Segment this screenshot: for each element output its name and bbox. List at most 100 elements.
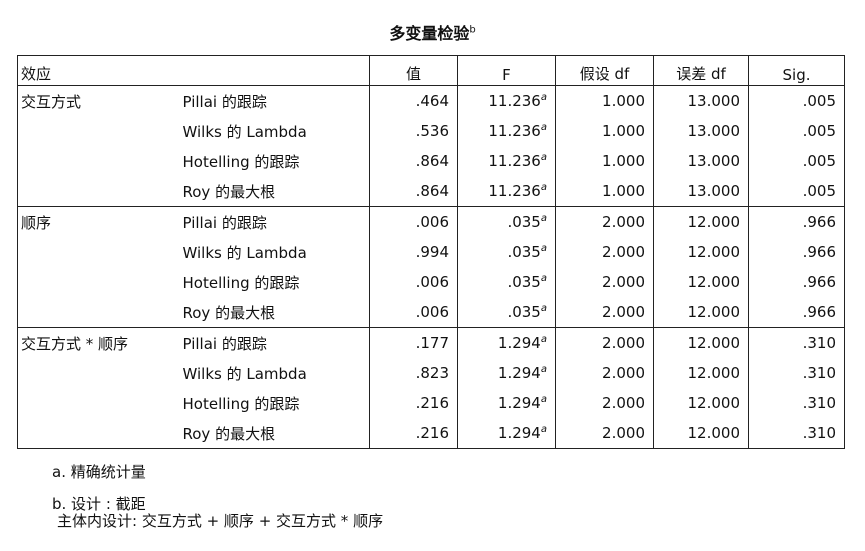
cell-value: .006 — [369, 297, 458, 328]
cell-value: .177 — [369, 327, 458, 358]
cell-hyp-df: 1.000 — [555, 116, 654, 146]
effect-label-empty — [18, 418, 175, 449]
cell-err-df: 12.000 — [653, 206, 749, 237]
f-footnote-mark: a — [540, 152, 547, 163]
cell-sig: .310 — [748, 327, 845, 358]
cell-sig: .966 — [748, 206, 845, 237]
test-name: Roy 的最大根 — [182, 182, 276, 201]
cell-hyp-df: 2.000 — [555, 358, 654, 388]
test-name: Roy 的最大根 — [182, 424, 276, 443]
cell-value: .864 — [369, 176, 458, 207]
cell-f: 1.294a — [457, 388, 556, 418]
effect-label-empty — [18, 358, 175, 388]
cell-f: 11.236a — [457, 176, 556, 207]
cell-hyp-df: 2.000 — [555, 327, 654, 358]
f-footnote-mark: a — [540, 303, 547, 314]
f-value: .035 — [507, 303, 541, 321]
cell-err-df: 13.000 — [653, 146, 749, 176]
table-title: 多变量检验b — [389, 24, 476, 43]
table-row: Roy 的最大根 .006.035a 2.000 12.000.966 — [18, 297, 845, 328]
cell-value: .823 — [369, 358, 458, 388]
f-footnote-mark: a — [540, 182, 547, 193]
cell-f: .035a — [457, 237, 556, 267]
cell-sig: .005 — [748, 116, 845, 146]
f-footnote-mark: a — [540, 213, 547, 224]
effect-label-empty — [18, 237, 175, 267]
cell-f: 11.236a — [457, 146, 556, 176]
multivariate-tests-table: 效应 值 F 假设 df 误差 df Sig. 交互方式 Pillai 的跟踪 .4… — [17, 55, 845, 449]
cell-f: 1.294a — [457, 358, 556, 388]
table-row: 交互方式 * 顺序 Pillai 的跟踪 .177 1.294a 2.000 12.000… — [17, 327, 845, 358]
cell-hyp-df: 2.000 — [555, 297, 654, 328]
cell-hyp-df: 2.000 — [555, 237, 654, 267]
cell-value: .216 — [369, 388, 458, 418]
f-footnote-mark: a — [540, 273, 547, 284]
cell-value: .536 — [369, 116, 458, 146]
cell-hyp-df: 1.000 — [555, 176, 654, 207]
cell-value: .006 — [369, 267, 458, 297]
test-name: Pillai 的跟踪 — [174, 206, 370, 237]
table-row: Wilks 的 Lambda .823 1.294a 2.000 12.000.310 — [18, 358, 845, 388]
cell-err-df: 12.000 — [653, 418, 749, 449]
f-value: 1.294 — [497, 424, 541, 442]
table-row: Roy 的最大根 .864 11.236a 1.000 13.000.005 — [18, 176, 845, 207]
table-row: 交互方式 Pillai 的跟踪 .464 11.236a 1.000 13.000.005 — [17, 85, 845, 116]
test-name: Pillai 的跟踪 — [174, 85, 370, 116]
cell-hyp-df: 1.000 — [555, 85, 654, 116]
cell-err-df: 12.000 — [653, 297, 749, 328]
col-header-value: 值 — [369, 55, 458, 86]
f-value: 11.236 — [488, 122, 541, 140]
table-row: 顺序 Pillai 的跟踪 .006.035a 2.000 12.000.966 — [17, 206, 845, 237]
f-value: 11.236 — [488, 152, 541, 170]
effect-label-empty — [18, 176, 175, 207]
cell-f: 11.236a — [457, 116, 556, 146]
effect-label: 交互方式 * 顺序 — [17, 327, 175, 358]
table-row: Hotelling 的跟踪 .006.035a 2.000 12.000.966 — [18, 267, 845, 297]
test-name: Hotelling 的跟踪 — [182, 273, 300, 292]
cell-err-df: 13.000 — [653, 116, 749, 146]
test-name: Pillai 的跟踪 — [174, 327, 370, 358]
table-row: Wilks 的 Lambda .536 11.236a 1.000 13.000.005 — [18, 116, 845, 146]
f-value: 1.294 — [497, 394, 541, 412]
f-value: .035 — [507, 243, 541, 261]
effect-label-empty — [18, 297, 175, 328]
cell-f: .035a — [457, 267, 556, 297]
cell-err-df: 13.000 — [653, 176, 749, 207]
cell-value: .216 — [369, 418, 458, 449]
f-footnote-mark: a — [540, 424, 547, 435]
test-name: Hotelling 的跟踪 — [182, 152, 300, 171]
table-row: Wilks 的 Lambda .994.035a 2.000 12.000.966 — [18, 237, 845, 267]
table-row: Hotelling 的跟踪 .216 1.294a 2.000 12.000.310 — [18, 388, 845, 418]
cell-hyp-df: 2.000 — [555, 388, 654, 418]
test-name: Roy 的最大根 — [182, 303, 276, 322]
cell-f: 1.294a — [457, 418, 556, 449]
effect-label-empty — [18, 388, 175, 418]
cell-sig: .310 — [748, 388, 845, 418]
f-value: .035 — [507, 213, 541, 231]
cell-err-df: 12.000 — [653, 237, 749, 267]
col-header-err-df: 误差 df — [653, 55, 749, 86]
f-footnote-mark: a — [540, 92, 547, 103]
f-value: 11.236 — [488, 92, 541, 110]
cell-f: .035a — [457, 297, 556, 328]
f-footnote-mark: a — [540, 334, 547, 345]
cell-f: .035a — [457, 206, 556, 237]
f-value: 1.294 — [497, 334, 541, 352]
cell-hyp-df: 2.000 — [555, 267, 654, 297]
effect-label-empty — [18, 267, 175, 297]
cell-sig: .966 — [748, 297, 845, 328]
col-header-hyp-df: 假设 df — [555, 55, 654, 86]
f-value: 1.294 — [497, 364, 541, 382]
table-row: Hotelling 的跟踪 .864 11.236a 1.000 13.000.005 — [18, 146, 845, 176]
test-name: Wilks 的 Lambda — [182, 122, 307, 141]
effect-label: 交互方式 — [17, 85, 175, 116]
cell-err-df: 12.000 — [653, 327, 749, 358]
header-row: 效应 值 F 假设 df 误差 df Sig. — [17, 55, 845, 86]
effect-label-empty — [18, 146, 175, 176]
table-row: Roy 的最大根 .216 1.294a 2.000 12.000.310 — [18, 418, 845, 449]
test-name: Hotelling 的跟踪 — [182, 394, 300, 413]
footnote-a: a. 精确统计量 — [52, 463, 146, 481]
col-header-f: F — [457, 55, 556, 86]
col-header-sig: Sig. — [748, 55, 845, 86]
cell-f: 11.236a — [457, 85, 556, 116]
